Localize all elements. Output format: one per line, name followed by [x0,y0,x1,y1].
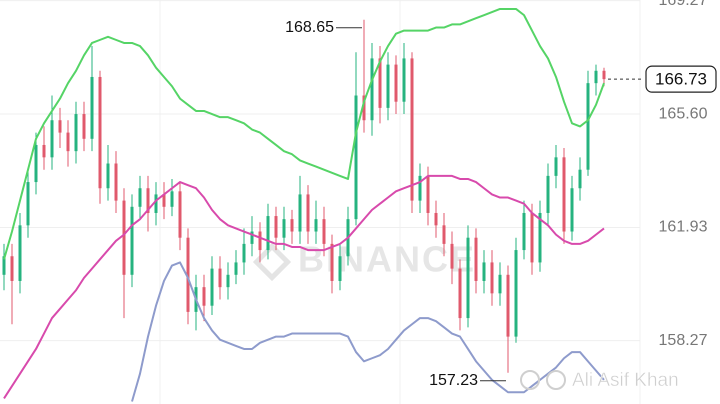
candle-body [282,219,286,238]
candle-body [202,287,206,306]
watermark-logo [252,242,292,282]
y-tick-label: 161.93 [659,219,708,236]
candle-body [122,200,126,275]
candle-body [354,95,358,220]
candle-body [98,76,102,189]
candle-body [546,175,550,213]
candle-body [250,231,254,244]
y-tick-label: 158.27 [659,332,708,349]
credit-icon [546,370,566,390]
candle-body [402,58,406,102]
candle-body [578,169,582,189]
candle-body [418,175,422,201]
candle-body [26,182,30,226]
candle-body [498,274,502,294]
candle-body [530,212,534,263]
candle-body [602,70,606,80]
candle-body [306,194,310,232]
indicator-line [131,261,605,402]
last-price-box [645,65,717,93]
candle-body [18,225,22,281]
candle-body [594,70,598,84]
candle-body [162,194,166,207]
candle-body [82,114,86,139]
candle-body [586,83,590,170]
candle-body [458,268,462,319]
candle-body [570,188,574,232]
indicator-line [3,174,605,399]
plot: 168.65 157.23 166.73 [2,7,717,402]
candle-body [314,219,318,232]
candle-body [330,243,334,281]
candle-body [370,58,374,121]
candle-body [506,274,510,337]
y-tick-label: 165.60 [659,105,708,122]
max-label: 168.65 [285,19,334,36]
candle-body [170,191,174,207]
candle-body [394,64,398,102]
candle-body [378,58,382,108]
candle-body [66,132,70,152]
candle-body [338,256,342,281]
candle-body [42,144,46,158]
candle-body [426,175,430,213]
candle-body [322,219,326,244]
last-price-label: 166.73 [655,70,707,89]
candle-body [466,237,470,319]
candle-body [362,95,366,121]
candle-body [538,212,542,263]
credit-text: Ali Asif Khan [572,370,679,391]
candle-body [386,64,390,108]
candle-body [90,76,94,139]
candle-body [218,268,222,288]
candle-body [522,212,526,251]
candle-body [138,188,142,207]
min-label: 157.23 [429,372,478,389]
y-tick-label: 169.27 [659,0,708,9]
candle-body [410,58,414,201]
candle-body [482,262,486,281]
candle-body [450,243,454,269]
candle-body [554,157,558,176]
candle-body [114,163,118,201]
candle-body [210,268,214,306]
candle-body [10,256,14,281]
candle-body [442,225,446,244]
candle-body [50,120,54,158]
candle-body [562,157,566,232]
candle-body [514,250,518,337]
credit-icon [520,370,540,390]
candle-body [226,274,230,288]
candle-body [186,237,190,312]
candle-body [266,216,270,251]
candle-body [258,231,262,251]
candle-body [290,219,294,232]
watermark-text: BINANCE [298,239,476,280]
credit: Ali Asif Khan [520,370,679,391]
candle-body [474,237,478,281]
candle-body [130,206,134,275]
candle-body [242,243,246,263]
candle-body [34,144,38,183]
candle-body [154,194,158,213]
candle-body [58,120,62,133]
candle-body [146,188,150,213]
candle-body [106,163,110,189]
candle-body [490,262,494,294]
indicator-line [3,7,605,260]
candle-body [2,256,6,275]
candle-body [434,212,438,226]
watermark: BINANCE [252,239,476,282]
candle-body [234,262,238,275]
candle-body [298,194,302,232]
candle-body [178,191,182,238]
candle-body [74,114,78,152]
candle-body [274,216,278,238]
